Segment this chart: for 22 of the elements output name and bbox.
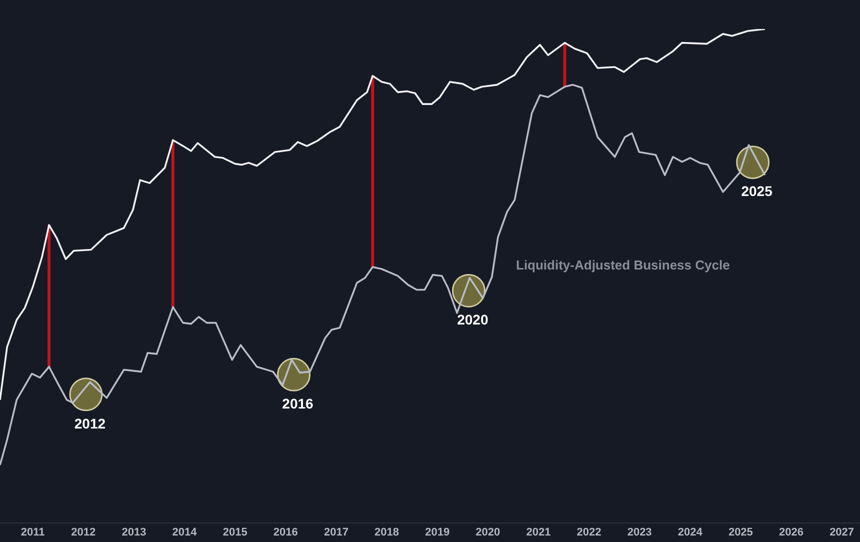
x-tick-label: 2024	[678, 526, 704, 538]
x-tick-label: 2027	[830, 526, 854, 538]
x-tick-label: 2021	[526, 526, 551, 538]
x-tick-label: 2020	[476, 526, 500, 538]
annotation: 2025	[741, 183, 773, 200]
x-tick-label: 2017	[324, 526, 348, 538]
x-tick-label: 2023	[627, 526, 652, 538]
series-label: Liquidity-Adjusted Business Cycle	[516, 258, 730, 273]
x-tick-label: 2015	[222, 526, 248, 538]
x-tick-label: 2025	[728, 526, 753, 538]
x-tick-label: 2016	[273, 526, 298, 538]
x-tick-label: 2026	[779, 526, 804, 538]
annotation: 2020	[457, 312, 488, 328]
annotation: 2012	[74, 415, 106, 432]
x-tick-label: 2011	[20, 526, 45, 538]
x-tick-label: 2019	[425, 526, 450, 538]
x-tick-label: 2022	[576, 526, 602, 538]
x-tick-label: 2014	[172, 526, 198, 538]
x-tick-label: 2013	[122, 526, 146, 538]
x-tick-label: 2012	[71, 526, 96, 538]
x-tick-label: 2018	[374, 526, 400, 538]
annotation: 2016	[282, 396, 314, 412]
